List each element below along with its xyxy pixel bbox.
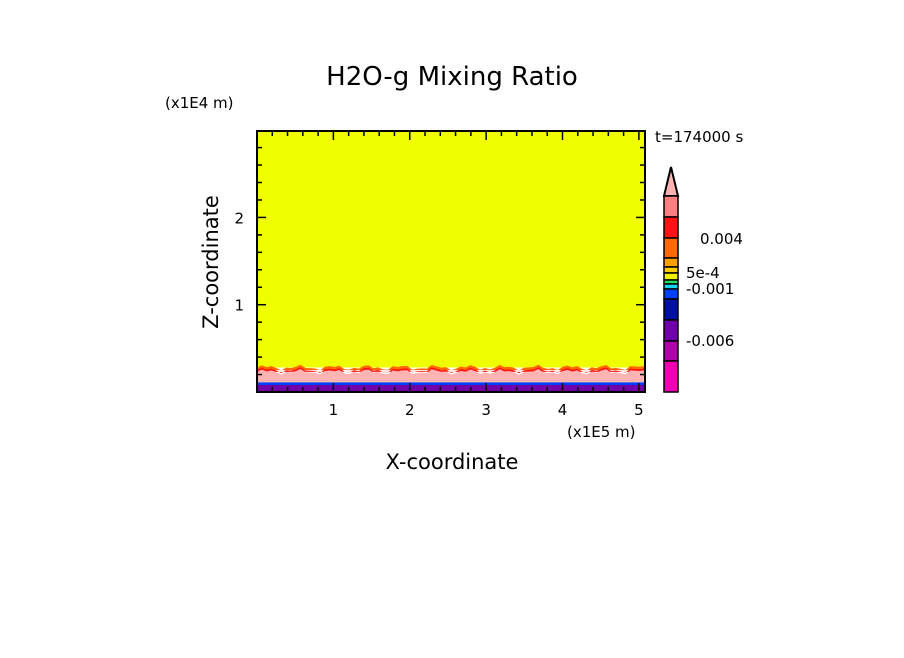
x-unit-label: (x1E5 m) bbox=[567, 423, 636, 441]
plot-area bbox=[257, 131, 645, 392]
y-axis-label: Z-coordinate bbox=[199, 195, 223, 329]
colorbar-arrow bbox=[662, 166, 680, 197]
x-tick-label: 4 bbox=[558, 401, 568, 419]
y-unit-label: (x1E4 m) bbox=[165, 94, 234, 112]
colorbar bbox=[662, 166, 680, 393]
colorbar-segment bbox=[663, 266, 679, 274]
contour-layer bbox=[257, 364, 645, 371]
time-label: t=174000 s bbox=[655, 128, 743, 146]
contour-layer bbox=[257, 385, 645, 392]
contour-layer bbox=[257, 131, 645, 368]
x-axis-label: X-coordinate bbox=[386, 450, 519, 474]
x-tick-label: 1 bbox=[329, 401, 339, 419]
colorbar-segment bbox=[663, 319, 679, 342]
x-tick-label: 5 bbox=[634, 401, 644, 419]
colorbar-label: 5e-4 bbox=[686, 264, 720, 282]
plot-frame bbox=[256, 130, 646, 393]
y-tick-label: 1 bbox=[234, 297, 244, 315]
colorbar-segment bbox=[663, 272, 679, 281]
colorbar-segment bbox=[663, 216, 679, 239]
y-tick-label: 2 bbox=[234, 209, 244, 227]
colorbar-segment bbox=[663, 237, 679, 259]
chart-title: H2O-g Mixing Ratio bbox=[326, 62, 578, 92]
colorbar-label: -0.006 bbox=[686, 332, 734, 350]
contour-layer bbox=[257, 368, 645, 383]
colorbar-segment bbox=[663, 288, 679, 300]
colorbar-segment bbox=[663, 298, 679, 321]
colorbar-label: -0.001 bbox=[686, 280, 734, 298]
contour-layer bbox=[257, 367, 645, 374]
x-tick-label: 3 bbox=[481, 401, 491, 419]
colorbar-segment bbox=[663, 340, 679, 362]
colorbar-label: 0.004 bbox=[700, 230, 743, 248]
colorbar-segment bbox=[663, 195, 679, 218]
colorbar-segment bbox=[663, 360, 679, 393]
x-tick-label: 2 bbox=[405, 401, 415, 419]
contour-layer bbox=[257, 382, 645, 386]
colorbar-segment bbox=[663, 257, 679, 268]
